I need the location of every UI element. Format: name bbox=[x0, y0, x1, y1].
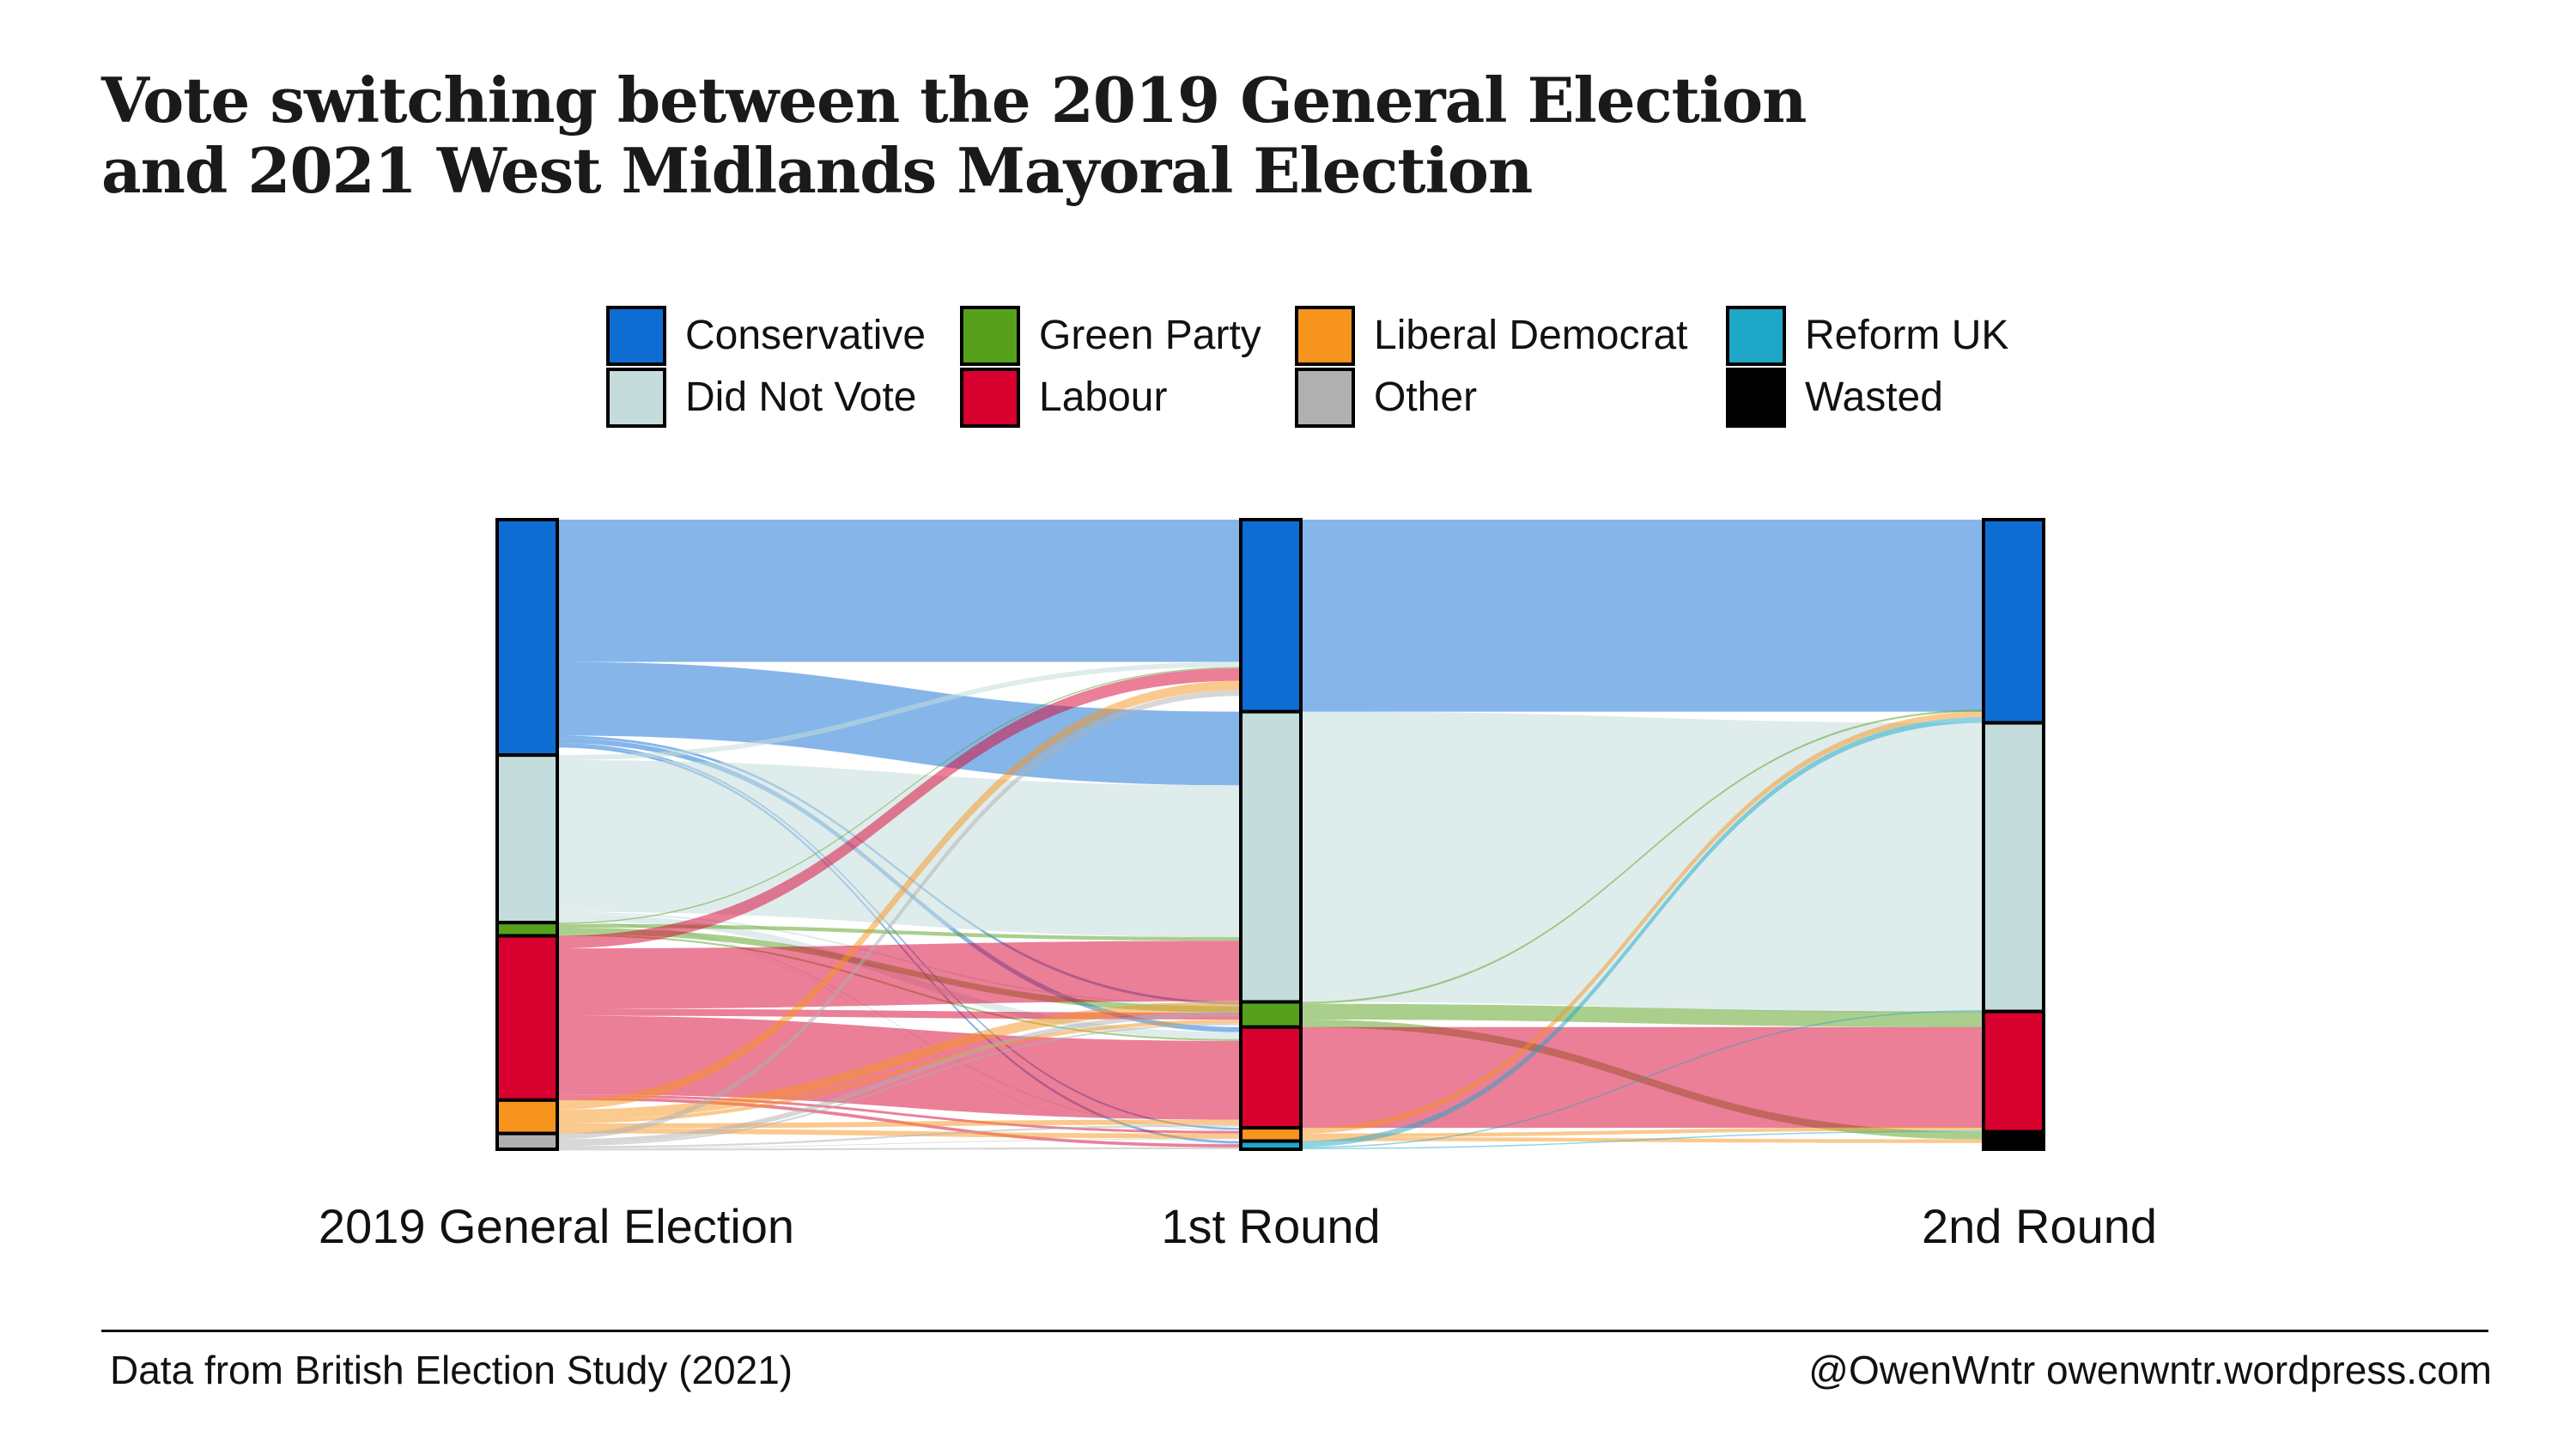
legend: Conservative Green Party Liberal Democrat R… bbox=[606, 306, 2008, 428]
flow-2019-general-election-other-to-conservative bbox=[557, 690, 1241, 1140]
node-1st-round-labour bbox=[1239, 1025, 1303, 1130]
legend-swatch-reform-uk bbox=[1726, 306, 1786, 366]
flow-1st-round-green-party-to-conservative bbox=[1301, 709, 1984, 1004]
flow-1st-round-conservative-to-conservative bbox=[1301, 520, 1984, 712]
legend-swatch-did-not-vote bbox=[606, 368, 666, 428]
legend-label-labour: Labour bbox=[1039, 374, 1167, 420]
flow-2019-general-election-liberal-democrat-to-conservative bbox=[557, 680, 1241, 1110]
legend-label-reform-uk: Reform UK bbox=[1805, 313, 2008, 358]
flow-1st-round-reform-uk-to-did-not-vote bbox=[1301, 1010, 1984, 1148]
legend-label-other: Other bbox=[1374, 374, 1477, 420]
legend-item-did-not-vote: Did Not Vote bbox=[606, 368, 916, 428]
node-2019-general-election-did-not-vote bbox=[495, 753, 559, 925]
flow-2019-general-election-green-party-to-did-not-vote bbox=[557, 923, 1241, 941]
legend-label-green-party: Green Party bbox=[1039, 313, 1261, 358]
flow-2019-general-election-labour-to-labour bbox=[557, 1015, 1241, 1120]
node-2nd-round-wasted bbox=[1982, 1129, 2045, 1151]
flow-2019-general-election-labour-to-did-not-vote bbox=[557, 941, 1241, 1009]
flow-2019-general-election-liberal-democrat-to-green-party bbox=[557, 1020, 1241, 1123]
flow-2019-general-election-conservative-to-did-not-vote bbox=[557, 661, 1241, 786]
node-2019-general-election-conservative bbox=[495, 518, 559, 758]
legend-label-did-not-vote: Did Not Vote bbox=[685, 374, 916, 420]
chart-title-line1: Vote switching between the 2019 General … bbox=[101, 64, 1807, 137]
footer-divider bbox=[101, 1330, 2488, 1332]
stage-label-1st-round: 1st Round bbox=[1161, 1199, 1380, 1253]
legend-label-liberal-democrat: Liberal Democrat bbox=[1374, 313, 1687, 358]
flow-1st-round-green-party-to-labour bbox=[1301, 1003, 1984, 1027]
node-1st-round-reform-uk bbox=[1239, 1139, 1303, 1151]
legend-item-other: Other bbox=[1295, 368, 1477, 428]
flow-1st-round-did-not-vote-to-did-not-vote bbox=[1301, 711, 1984, 1014]
footer-credit: @OwenWntr owenwntr.wordpress.com bbox=[1808, 1348, 2492, 1392]
legend-item-green-party: Green Party bbox=[960, 306, 1261, 366]
node-2019-general-election-liberal-democrat bbox=[495, 1098, 559, 1135]
flow-2019-general-election-labour-to-conservative bbox=[557, 667, 1241, 949]
stage-labels: 2019 General Election 1st Round 2nd Round bbox=[319, 1199, 2157, 1253]
flow-2019-general-election-did-not-vote-to-liberal-democrat bbox=[557, 920, 1241, 1131]
stage-label-2019-general-election: 2019 General Election bbox=[319, 1199, 794, 1253]
legend-swatch-liberal-democrat bbox=[1295, 306, 1355, 366]
flow-2019-general-election-conservative-to-reform-uk bbox=[557, 745, 1241, 1144]
flow-1st-round-reform-uk-to-labour bbox=[1301, 1130, 1984, 1149]
legend-item-conservative: Conservative bbox=[606, 306, 926, 366]
flow-2019-general-election-conservative-to-liberal-democrat bbox=[557, 743, 1241, 1130]
flow-2019-general-election-liberal-democrat-to-did-not-vote bbox=[557, 1001, 1241, 1120]
node-2nd-round-conservative bbox=[1982, 518, 2045, 725]
flow-2019-general-election-other-to-green-party bbox=[557, 1023, 1241, 1147]
flow-2019-general-election-did-not-vote-to-conservative bbox=[557, 661, 1241, 761]
stage-label-2nd-round: 2nd Round bbox=[1922, 1199, 2157, 1253]
flow-2019-general-election-other-to-reform-uk bbox=[557, 1147, 1241, 1151]
node-1st-round-did-not-vote bbox=[1239, 709, 1303, 1004]
legend-swatch-conservative bbox=[606, 306, 666, 366]
flow-1st-round-liberal-democrat-to-conservative bbox=[1301, 711, 1984, 1134]
legend-item-liberal-democrat: Liberal Democrat bbox=[1295, 306, 1687, 366]
flow-2019-general-election-liberal-democrat-to-liberal-democrat bbox=[557, 1128, 1241, 1139]
chart-title: Vote switching between the 2019 General … bbox=[101, 65, 1990, 206]
node-2019-general-election-other bbox=[495, 1131, 559, 1152]
legend-label-wasted: Wasted bbox=[1805, 374, 1943, 420]
flow-2019-general-election-other-to-labour bbox=[557, 1124, 1241, 1148]
node-1st-round-conservative bbox=[1239, 518, 1303, 714]
flow-2019-general-election-did-not-vote-to-did-not-vote bbox=[557, 760, 1241, 937]
flow-2019-general-election-other-to-did-not-vote bbox=[557, 1011, 1241, 1145]
legend-item-reform-uk: Reform UK bbox=[1726, 306, 2008, 366]
flow-2019-general-election-green-party-to-conservative bbox=[557, 667, 1241, 924]
legend-swatch-wasted bbox=[1726, 368, 1786, 428]
flow-2019-general-election-conservative-to-conservative bbox=[557, 520, 1241, 662]
legend-item-labour: Labour bbox=[960, 368, 1167, 428]
flow-2019-general-election-other-to-liberal-democrat bbox=[557, 1138, 1241, 1149]
node-2nd-round-labour bbox=[1982, 1009, 2045, 1134]
flow-1st-round-reform-uk-to-conservative bbox=[1301, 717, 1984, 1148]
node-1st-round-green-party bbox=[1239, 1000, 1303, 1029]
legend-swatch-labour bbox=[960, 368, 1020, 428]
flow-2019-general-election-labour-to-liberal-democrat bbox=[557, 1094, 1241, 1134]
node-1st-round-liberal-democrat bbox=[1239, 1126, 1303, 1143]
chart-title-line2: and 2021 West Midlands Mayoral Election bbox=[101, 134, 1533, 207]
legend-swatch-green-party bbox=[960, 306, 1020, 366]
flow-layer bbox=[557, 520, 1984, 1151]
node-2019-general-election-labour bbox=[495, 934, 559, 1102]
node-2019-general-election-green-party bbox=[495, 921, 559, 938]
flow-1st-round-labour-to-labour bbox=[1301, 1026, 1984, 1129]
node-2nd-round-did-not-vote bbox=[1982, 721, 2045, 1014]
legend-swatch-other bbox=[1295, 368, 1355, 428]
node-layer bbox=[495, 518, 2045, 1152]
footer-source: Data from British Election Study (2021) bbox=[110, 1348, 793, 1392]
legend-label-conservative: Conservative bbox=[685, 313, 926, 358]
legend-item-wasted: Wasted bbox=[1726, 368, 1943, 428]
flow-1st-round-liberal-democrat-to-labour bbox=[1301, 1126, 1984, 1138]
